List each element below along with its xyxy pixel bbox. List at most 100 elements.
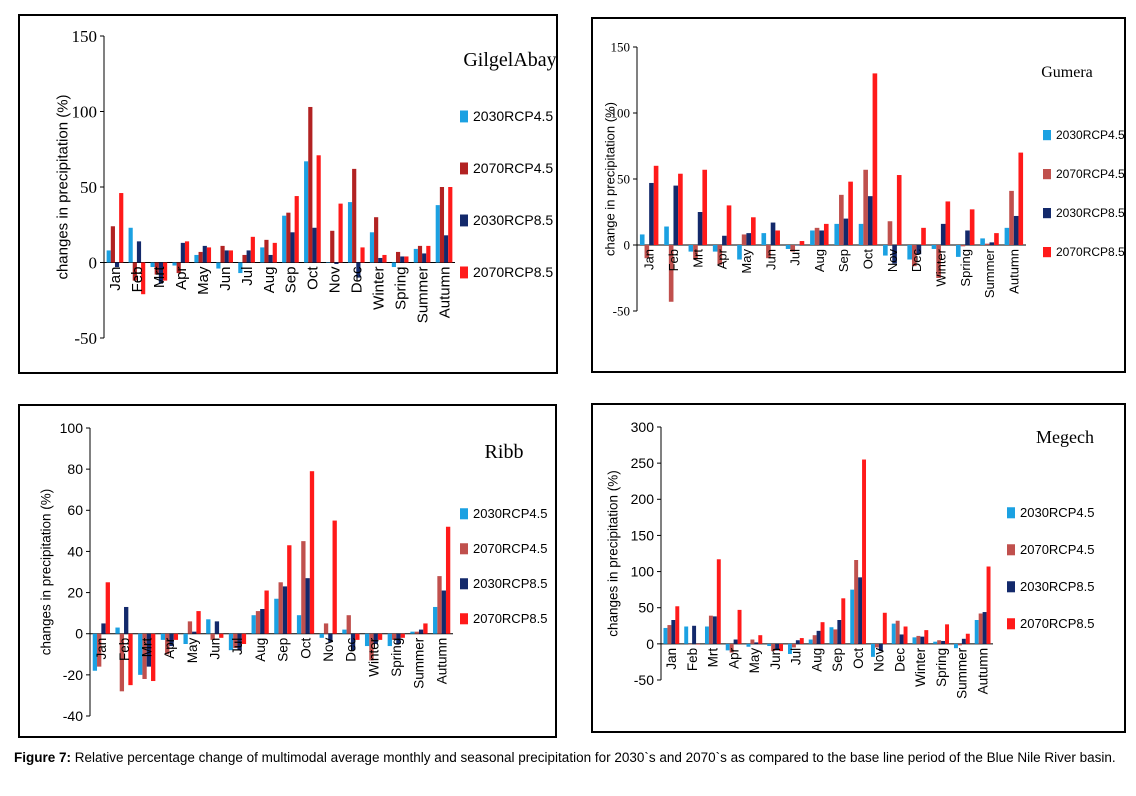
bar-2030RCP85-sep bbox=[837, 620, 842, 644]
legend-label: 2030RCP4.5 bbox=[473, 108, 553, 124]
bar-2030RCP45-sep bbox=[834, 223, 840, 245]
bar-2030RCP45-may bbox=[194, 254, 199, 263]
bar-2070RCP45-may bbox=[750, 639, 755, 644]
x-tick-label: Jun bbox=[217, 267, 234, 291]
x-tick-label: Mrt bbox=[151, 266, 168, 288]
bar-2070RCP45-jan bbox=[667, 625, 672, 644]
y-tick-label: 50 bbox=[80, 178, 97, 197]
bar-2070RCP45-jun bbox=[766, 245, 771, 259]
y-tick-label: -20 bbox=[63, 667, 83, 683]
bar-2030RCP85-may bbox=[746, 233, 752, 245]
bar-2030RCP45-aug bbox=[251, 615, 256, 634]
bar-2070RCP85-may bbox=[758, 635, 763, 644]
bar-2070RCP85-oct bbox=[309, 471, 315, 634]
bar-2030RCP85-nov bbox=[892, 245, 897, 264]
bar-2030RCP85-jun bbox=[224, 250, 229, 263]
legend-swatch bbox=[1007, 581, 1015, 593]
bar-2030RCP85-jul bbox=[246, 250, 251, 263]
legend-swatch bbox=[460, 613, 468, 625]
bar-2030RCP85-may bbox=[192, 631, 197, 634]
bar-2030RCP85-jul bbox=[795, 640, 800, 644]
bar-2030RCP85-apr bbox=[733, 639, 738, 644]
bar-2030RCP45-summer bbox=[413, 248, 418, 263]
x-tick-label: Aug bbox=[253, 638, 268, 662]
chart-title: GilgelAbay bbox=[463, 49, 556, 71]
legend-swatch bbox=[460, 110, 468, 123]
x-tick-label: Jan bbox=[642, 249, 657, 270]
bar-2070RCP85-feb bbox=[696, 643, 701, 645]
bar-2070RCP85-sep bbox=[848, 181, 853, 245]
bar-2070RCP85-feb bbox=[678, 173, 683, 245]
bar-2070RCP85-sep bbox=[841, 598, 846, 644]
chart-title: Gumera bbox=[1041, 64, 1093, 81]
bar-2030RCP45-winter bbox=[364, 633, 370, 647]
bar-2030RCP45-jun bbox=[767, 643, 772, 647]
bar-2030RCP45-jun bbox=[216, 262, 221, 269]
bar-2070RCP85-feb bbox=[128, 633, 133, 686]
bar-2070RCP85-nov bbox=[332, 520, 337, 634]
bar-2030RCP85-feb bbox=[692, 625, 697, 644]
legend-swatch bbox=[460, 266, 468, 279]
x-tick-label: Summer bbox=[982, 248, 997, 298]
chart-ribb: 100 80 60 40 20 0 -20 -40 Jan Feb Mrt Apr May Jun Jul A… bbox=[39, 420, 548, 724]
x-tick-label: Oct bbox=[305, 266, 322, 290]
y-tick-label: 0 bbox=[75, 626, 83, 642]
bar-2030RCP45-mrt bbox=[138, 633, 143, 675]
bar-2030RCP45-aug bbox=[260, 247, 265, 263]
bar-2030RCP85-jan bbox=[114, 262, 120, 268]
bar-2030RCP85-spring bbox=[396, 633, 401, 644]
bar-2030RCP45-apr bbox=[172, 262, 177, 266]
x-tick-label: Summer bbox=[955, 647, 970, 699]
bar-2070RCP45-summer bbox=[417, 245, 423, 263]
bar-2070RCP45-jul bbox=[791, 643, 796, 648]
bar-2070RCP45-autumn bbox=[978, 613, 983, 644]
bar-2030RCP85-mrt bbox=[697, 212, 703, 245]
bar-2030RCP85-oct bbox=[312, 227, 317, 263]
x-tick-label: Autumn bbox=[1006, 249, 1021, 294]
bar-2070RCP45-jun bbox=[210, 633, 215, 640]
bar-2070RCP45-oct bbox=[308, 106, 313, 263]
bar-2030RCP85-summer bbox=[961, 638, 966, 644]
bar-2030RCP85-spring bbox=[941, 640, 946, 644]
legend-label: 2030RCP4.5 bbox=[473, 506, 547, 521]
chart-panel-gumera: 150 100 50 0 -50 Jan Feb Mrt Apr May Jun Jul Aug Sep O… bbox=[591, 17, 1126, 373]
bar-2030RCP85-apr bbox=[180, 242, 185, 263]
bar-2070RCP85-autumn bbox=[986, 566, 991, 644]
bar-2030RCP45-mrt bbox=[150, 262, 155, 268]
bar-2030RCP85-oct bbox=[867, 196, 873, 245]
bar-2030RCP45-feb bbox=[664, 226, 669, 245]
bar-2070RCP45-sep bbox=[839, 194, 844, 245]
x-tick-label: Oct bbox=[851, 648, 866, 669]
bar-2030RCP45-nov bbox=[319, 633, 324, 638]
bar-2030RCP45-winter bbox=[912, 637, 917, 644]
bar-2030RCP45-feb bbox=[128, 227, 133, 263]
bar-2070RCP85-autumn bbox=[445, 526, 451, 634]
x-tick-label: Dec bbox=[892, 648, 907, 672]
caption-label: Figure 7: bbox=[14, 750, 72, 765]
bar-2030RCP85-jan bbox=[671, 620, 676, 644]
y-tick-label: 40 bbox=[67, 543, 83, 559]
x-tick-label: Apr bbox=[162, 637, 177, 659]
bar-2070RCP45-mrt bbox=[693, 245, 698, 260]
bar-2070RCP85-may bbox=[206, 247, 212, 263]
bar-2070RCP85-dec bbox=[921, 227, 926, 245]
x-tick-label: Sep bbox=[276, 638, 291, 662]
bar-2070RCP45-spring bbox=[395, 251, 401, 263]
bar-2030RCP85-summer bbox=[422, 253, 427, 263]
bar-2070RCP45-jun bbox=[220, 245, 225, 263]
bar-2070RCP45-oct bbox=[854, 560, 859, 644]
bar-2030RCP85-may bbox=[202, 245, 207, 263]
legend-label: 2070RCP8.5 bbox=[473, 611, 547, 626]
x-tick-label: Feb bbox=[685, 648, 700, 671]
bar-2070RCP45-jul bbox=[233, 633, 238, 649]
bar-2030RCP45-nov bbox=[326, 262, 331, 263]
bar-2070RCP85-nov bbox=[882, 612, 887, 644]
x-tick-label: Spring bbox=[389, 638, 404, 677]
chart-title: Megech bbox=[1036, 427, 1094, 447]
legend-label: 2030RCP8.5 bbox=[473, 212, 553, 228]
bar-2030RCP45-mrt bbox=[704, 626, 709, 644]
bar-2070RCP45-mrt bbox=[708, 615, 713, 644]
bar-2030RCP45-may bbox=[183, 633, 188, 644]
bar-2070RCP85-summer bbox=[423, 623, 428, 634]
bar-2070RCP85-winter bbox=[945, 201, 951, 245]
